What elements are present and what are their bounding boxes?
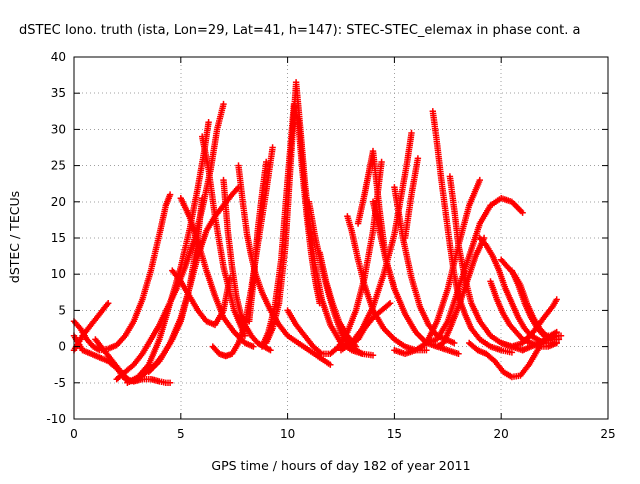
y-tick-label: 15	[51, 231, 66, 245]
data-point-markers	[348, 300, 394, 347]
data-point-markers	[246, 158, 270, 325]
data-series	[246, 158, 270, 325]
data-point-markers	[263, 79, 377, 359]
y-tick-label: 20	[51, 195, 66, 209]
grid-lines	[74, 57, 608, 419]
data-markers	[70, 79, 565, 386]
y-tick-label: 5	[58, 303, 66, 317]
y-tick-label: 35	[51, 86, 66, 100]
x-axis-label: GPS time / hours of day 182 of year 2011	[211, 458, 470, 473]
plot-frame	[73, 56, 609, 420]
y-tick-label: 10	[51, 267, 66, 281]
y-tick-label: 0	[58, 340, 66, 354]
y-axis-label: dSTEC / TECUs	[7, 191, 22, 283]
x-tick-label: 5	[177, 427, 185, 441]
data-series	[433, 234, 488, 350]
data-point-markers	[220, 176, 274, 354]
plot-border	[73, 56, 609, 420]
data-series	[316, 249, 360, 350]
x-tick-label: 15	[387, 427, 402, 441]
data-point-markers	[429, 108, 516, 356]
data-series	[263, 79, 377, 359]
x-tick-label: 20	[494, 427, 509, 441]
data-series	[220, 176, 274, 354]
data-series	[199, 133, 249, 339]
chart-title: dSTEC Iono. truth (ista, Lon=29, Lat=41,…	[19, 23, 581, 38]
data-point-markers	[519, 332, 565, 354]
data-point-markers	[466, 336, 548, 381]
data-series	[344, 213, 430, 354]
data-point-markers	[316, 249, 360, 350]
y-tick-label: -5	[54, 376, 66, 390]
data-point-markers	[433, 234, 488, 350]
data-point-markers	[498, 296, 560, 350]
data-series	[401, 155, 422, 242]
data-point-markers	[391, 176, 483, 357]
data-series	[391, 176, 483, 357]
y-tick-label: 25	[51, 159, 66, 173]
data-series	[466, 336, 548, 381]
data-series	[519, 332, 565, 354]
x-tick-label: 0	[70, 427, 78, 441]
y-tick-label: -10	[46, 412, 66, 426]
y-tick-label: 30	[51, 122, 66, 136]
data-point-markers	[401, 155, 422, 242]
x-tick-label: 10	[280, 427, 295, 441]
data-point-markers	[344, 213, 430, 354]
x-tick-label: 25	[600, 427, 615, 441]
data-series	[348, 300, 394, 347]
data-series	[429, 108, 516, 356]
tick-labels: 0 5 10 15 20 25 -10 -5 0 5 10 15 20 25 30 35 40	[46, 50, 615, 441]
data-series	[498, 296, 560, 350]
data-point-markers	[199, 133, 249, 339]
y-tick-label: 40	[51, 50, 66, 64]
